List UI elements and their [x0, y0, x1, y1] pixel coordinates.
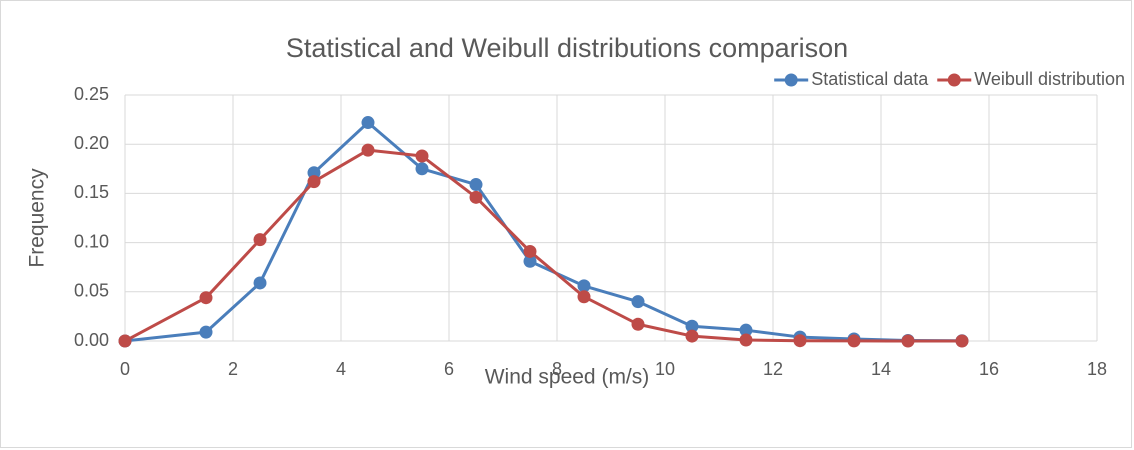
x-tick-label: 18 [1087, 359, 1107, 379]
x-tick-label: 6 [444, 359, 454, 379]
data-point [118, 334, 132, 348]
legend-label: Statistical data [811, 69, 929, 89]
legend-label: Weibull distribution [974, 69, 1125, 89]
x-tick-label: 4 [336, 359, 346, 379]
y-tick-label: 0.25 [74, 84, 109, 104]
data-point [469, 190, 483, 204]
series-line [124, 148, 962, 343]
data-point [361, 116, 375, 130]
x-tick-label: 0 [120, 359, 130, 379]
data-point [577, 279, 591, 293]
y-axis-label: Frequency [26, 168, 49, 268]
data-point [307, 175, 321, 189]
data-point [253, 276, 267, 290]
x-tick-label: 8 [552, 359, 562, 379]
data-point [523, 244, 537, 258]
data-point [361, 143, 375, 157]
data-point [739, 333, 753, 347]
x-tick-label: 12 [763, 359, 783, 379]
data-point [253, 233, 267, 247]
data-point [739, 323, 753, 337]
chart-title: Statistical and Weibull distributions co… [286, 33, 848, 63]
data-point [847, 334, 861, 348]
legend-marker [947, 73, 961, 87]
data-point [901, 334, 915, 348]
data-point [631, 295, 645, 309]
data-point [955, 334, 969, 348]
data-point [685, 329, 699, 343]
y-tick-label: 0.15 [74, 182, 109, 202]
data-point [199, 291, 213, 305]
x-tick-label: 14 [871, 359, 891, 379]
x-tick-label: 16 [979, 359, 999, 379]
x-axis-label: Wind speed (m/s) [485, 366, 650, 389]
y-tick-label: 0.05 [74, 281, 109, 301]
data-point [685, 319, 699, 333]
data-point [793, 334, 807, 348]
data-point [469, 178, 483, 192]
x-tick-label: 2 [228, 359, 238, 379]
data-point [415, 149, 429, 163]
y-tick-label: 0.20 [74, 133, 109, 153]
data-point [523, 254, 537, 268]
y-tick-label: 0.10 [74, 231, 109, 251]
legend-marker [784, 73, 798, 87]
data-point [199, 325, 213, 339]
x-tick-label: 10 [655, 359, 675, 379]
data-point [415, 162, 429, 176]
data-point [577, 290, 591, 304]
data-point [631, 317, 645, 331]
y-tick-label: 0.00 [74, 330, 109, 350]
